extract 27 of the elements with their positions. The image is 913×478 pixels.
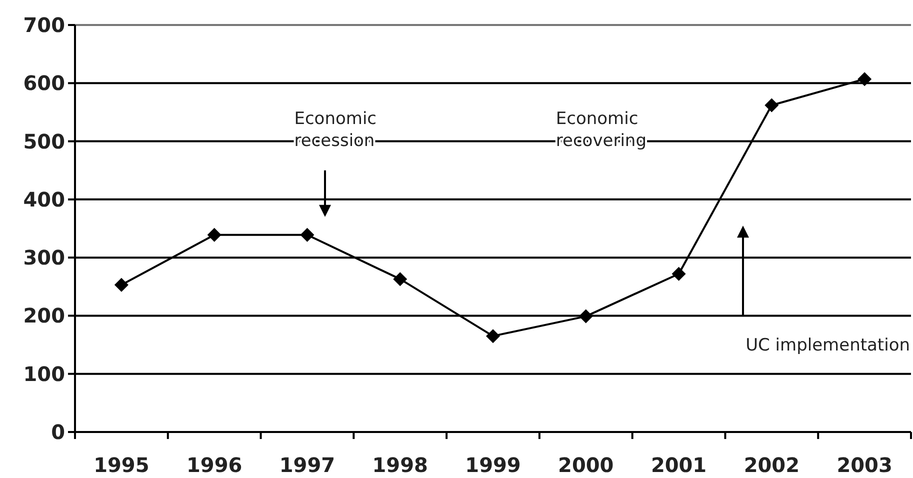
x-tick-label: 2000 [558, 453, 614, 477]
y-tick-label: 500 [23, 129, 65, 154]
x-tick-label: 1999 [465, 453, 521, 477]
y-tick-label: 700 [23, 13, 65, 37]
x-tick-label: 2002 [744, 453, 800, 477]
y-tick-label: 600 [23, 71, 65, 96]
x-tick-label: 2001 [650, 453, 707, 477]
point [764, 98, 779, 112]
point [300, 228, 314, 242]
point [578, 309, 593, 324]
y-tick-label: 400 [23, 187, 65, 212]
point [858, 72, 872, 86]
x-tick-label: 2003 [836, 453, 892, 477]
annotation: UC implementation [746, 336, 910, 356]
point [486, 329, 500, 344]
y-tick-label: 100 [23, 362, 65, 386]
y-tick-label: 300 [23, 246, 65, 270]
x-tick-label: 1995 [94, 453, 150, 477]
x-tick-label: 1997 [279, 453, 336, 477]
point [393, 272, 408, 286]
x-tick-label: 1996 [186, 453, 242, 477]
point [114, 278, 128, 292]
y-tick-label: 200 [23, 304, 65, 328]
y-tick-label: 0 [51, 420, 65, 444]
x-tick-label: 1998 [372, 453, 428, 477]
point [672, 266, 686, 281]
point [207, 228, 222, 242]
